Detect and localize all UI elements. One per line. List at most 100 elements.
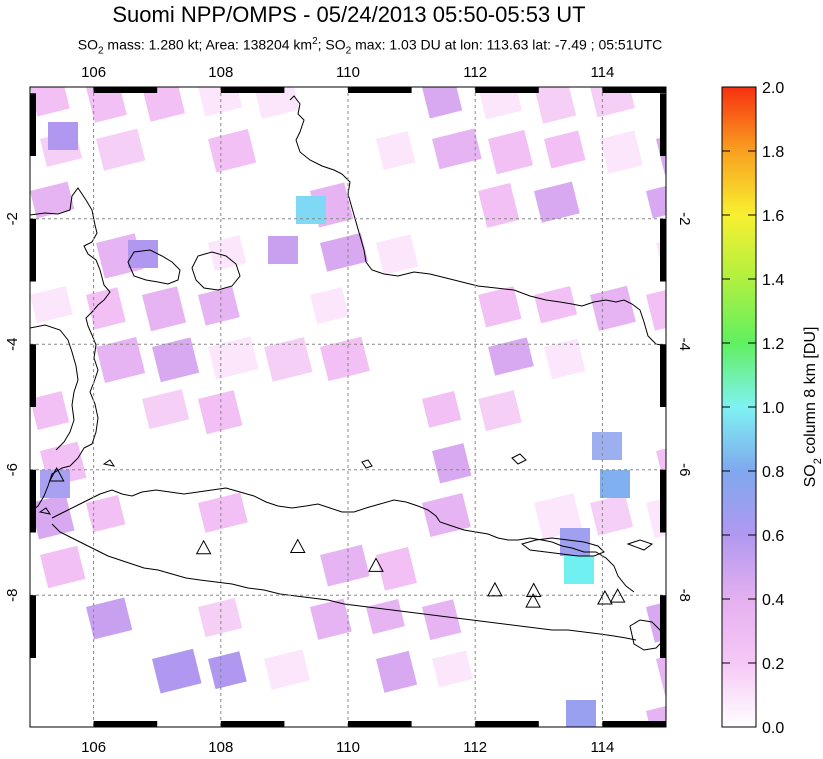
so2-pixel (376, 131, 416, 171)
so2-pixel (30, 87, 70, 117)
frame-segment (30, 344, 36, 407)
belitung-island (191, 251, 241, 291)
so2-pixel (96, 336, 146, 383)
so2-pixel (534, 181, 580, 223)
so2-pixel (86, 495, 126, 533)
so2-pixel (422, 391, 462, 428)
so2-pixel (142, 286, 187, 332)
frame-segment (660, 469, 666, 533)
so2-pixel (600, 130, 643, 174)
karimunjawa-island (361, 459, 373, 469)
colorbar-title-rest: column 8 km [DU] (802, 327, 819, 459)
volcano-triangle-icon (195, 539, 212, 555)
colorbar-tick-label: 0.0 (762, 720, 784, 737)
lon-tick-label-top: 106 (81, 64, 106, 81)
so2-pixel (646, 284, 666, 331)
so2-pixel-strong (48, 122, 78, 150)
so2-pixel (320, 544, 370, 587)
so2-pixel (431, 650, 473, 688)
colorbar-tick-label: 1.4 (762, 272, 784, 289)
frame-segment (475, 721, 539, 727)
colorbar-title: SO2 column 8 km [DU] (802, 327, 823, 488)
subtitle-rest: max: 1.03 DU at lon: 113.63 lat: -7.49 ;… (351, 36, 663, 53)
volcano-triangle-icon (597, 589, 613, 605)
volcano-triangle-icon (368, 557, 384, 572)
lon-tick-label-bottom: 110 (336, 739, 360, 756)
so2-pixel (198, 597, 243, 638)
so2-pixel-strong (592, 432, 622, 460)
so2-pixel (422, 492, 471, 538)
so2-pixel (96, 128, 146, 171)
so2-pixel-strong (564, 556, 594, 584)
so2-pixel (534, 87, 577, 124)
so2-pixel (264, 337, 313, 382)
subtitle-mid: ; SO (317, 36, 346, 53)
so2-pixel (207, 651, 247, 690)
colorbar-tick-label: 0.2 (762, 656, 784, 673)
kangean-island (626, 539, 654, 551)
so2-pixel-strong (296, 196, 326, 224)
frame-segment (660, 218, 666, 282)
so2-pixel (590, 285, 636, 331)
so2-pixel (488, 129, 533, 175)
so2-pixel (432, 128, 482, 170)
frame-segment (475, 87, 539, 93)
java-south-coast (51, 523, 637, 641)
colorbar-tick-label: 0.4 (762, 592, 784, 609)
so2-pixel (30, 391, 70, 430)
madura-island (520, 537, 605, 557)
so2-pixel (422, 599, 462, 641)
frame-segment (30, 218, 36, 282)
lat-left-labels: -2 -4 -6 -8 (4, 212, 21, 602)
frame-segment (602, 721, 666, 727)
map-title: Suomi NPP/OMPS - 05/24/2013 05:50-05:53 … (112, 2, 586, 27)
so2-pixel (534, 493, 583, 540)
so2-pixel (30, 494, 75, 540)
lat-tick-label-right: -2 (676, 212, 693, 225)
so2-pixel (208, 129, 257, 173)
so2-pixel (197, 492, 248, 533)
so2-pixel (152, 337, 200, 383)
so2-pixel (534, 286, 578, 324)
frame-segment (660, 595, 666, 658)
lon-tick-label-top: 114 (590, 64, 614, 81)
so2-pixel (141, 389, 190, 430)
frame-segment (220, 87, 285, 93)
so2-pixel (198, 286, 240, 326)
so2-pixel-strong (600, 470, 630, 498)
frame-segment (30, 93, 36, 157)
grid-layer (30, 87, 666, 727)
so2-pixel (151, 648, 202, 694)
colorbar-tick-label: 1.2 (762, 336, 784, 353)
so2-pixel (30, 181, 75, 219)
borneo-coast (289, 95, 666, 347)
sumatra-coast (30, 187, 111, 513)
lat-tick-label-left: -2 (4, 212, 21, 225)
lon-tick-label-bottom: 106 (81, 739, 106, 756)
colorbar-tick-label: 1.6 (762, 208, 784, 225)
panaitan-island (38, 507, 52, 515)
colorbar-tick-label: 1.8 (762, 144, 784, 161)
so2-pixel-strong (566, 700, 596, 727)
frame-segment (220, 721, 285, 727)
subtitle-so2: SO (77, 36, 98, 53)
bangka-island (127, 249, 181, 285)
lat-tick-label-right: -6 (676, 463, 693, 476)
lat-tick-label-right: -8 (676, 589, 693, 602)
frame-segment (30, 595, 36, 658)
so2-pixel (86, 287, 126, 330)
volcano-triangle-icon (48, 466, 65, 482)
so2-pixel (39, 545, 86, 589)
lat-tick-label-left: -6 (4, 463, 21, 476)
colorbar-ticks: 2.0 1.8 1.6 1.4 1.2 1.0 0.8 0.6 0.4 0.2 0.0 (722, 80, 784, 737)
so2-pixel (422, 87, 463, 119)
so2-pixel (544, 130, 586, 169)
colorbar-tick-label: 2.0 (762, 80, 784, 97)
so2-pixel (264, 649, 311, 690)
so2-pixel (477, 182, 520, 228)
lon-tick-label-bottom: 112 (463, 739, 487, 756)
so2-pixel (488, 337, 534, 376)
so2-pixel (85, 597, 133, 640)
subtitle-sup: 2 (312, 36, 318, 47)
frame-segment (348, 721, 412, 727)
